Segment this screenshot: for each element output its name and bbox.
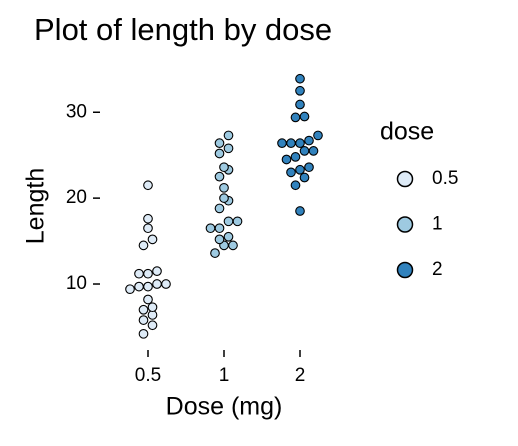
y-tick-label: 20 xyxy=(66,187,87,208)
dot xyxy=(308,146,319,156)
dot xyxy=(223,231,234,242)
dot xyxy=(299,146,310,156)
chart-title: Plot of length by dose xyxy=(34,12,332,47)
dot xyxy=(134,268,144,279)
dot xyxy=(219,193,229,203)
legend-swatch xyxy=(396,216,414,233)
dot xyxy=(161,279,171,289)
dot xyxy=(138,315,149,325)
legend-swatch xyxy=(396,170,414,188)
dot xyxy=(290,152,301,162)
dot xyxy=(277,138,287,149)
dot xyxy=(219,162,229,173)
dot xyxy=(214,234,225,245)
dot xyxy=(313,130,323,141)
dot xyxy=(143,268,153,279)
dot xyxy=(281,154,292,165)
dot xyxy=(228,240,238,251)
legend-label: 1 xyxy=(432,214,443,235)
dot xyxy=(304,135,314,146)
dot xyxy=(232,216,243,227)
dot xyxy=(223,143,234,154)
dot xyxy=(290,112,301,123)
dot xyxy=(304,162,314,173)
dot xyxy=(138,304,149,315)
dot xyxy=(138,240,149,251)
dot xyxy=(295,164,305,175)
legend-label: 0.5 xyxy=(432,168,458,189)
dot xyxy=(205,223,216,234)
dot xyxy=(286,138,296,149)
dot xyxy=(125,284,135,295)
dot xyxy=(219,182,229,193)
dot xyxy=(286,167,296,178)
dot xyxy=(152,279,162,289)
dot xyxy=(295,138,305,149)
dot xyxy=(299,172,310,183)
dot xyxy=(143,294,153,305)
dot xyxy=(134,281,144,292)
legend-title: dose xyxy=(380,118,434,146)
x-tick-label: 0.5 xyxy=(135,365,161,386)
dot xyxy=(147,234,158,245)
dot xyxy=(143,213,153,224)
dot xyxy=(147,320,158,331)
dot xyxy=(214,171,225,182)
x-tick-label: 1 xyxy=(219,365,230,386)
x-axis-label: Dose (mg) xyxy=(166,393,283,421)
dot xyxy=(152,266,162,276)
dot xyxy=(214,138,225,149)
dot xyxy=(295,85,305,96)
dot xyxy=(138,328,149,339)
dot xyxy=(295,73,305,84)
dot xyxy=(143,223,153,234)
dot xyxy=(290,180,301,191)
dot xyxy=(143,281,153,292)
y-tick-label: 30 xyxy=(66,101,87,122)
legend-label: 2 xyxy=(432,259,443,280)
dot xyxy=(299,111,310,122)
dot xyxy=(223,130,234,141)
dot xyxy=(214,148,225,159)
y-axis-label: Length xyxy=(22,168,50,244)
legend-swatch xyxy=(396,261,414,279)
dot xyxy=(223,216,234,227)
dot xyxy=(295,99,305,110)
y-tick-label: 10 xyxy=(66,273,87,294)
dot xyxy=(210,248,220,258)
dot xyxy=(295,206,305,216)
dot xyxy=(214,223,225,234)
x-tick-label: 2 xyxy=(295,365,306,386)
dot xyxy=(214,203,225,214)
dot xyxy=(147,302,158,313)
dot xyxy=(143,180,153,191)
